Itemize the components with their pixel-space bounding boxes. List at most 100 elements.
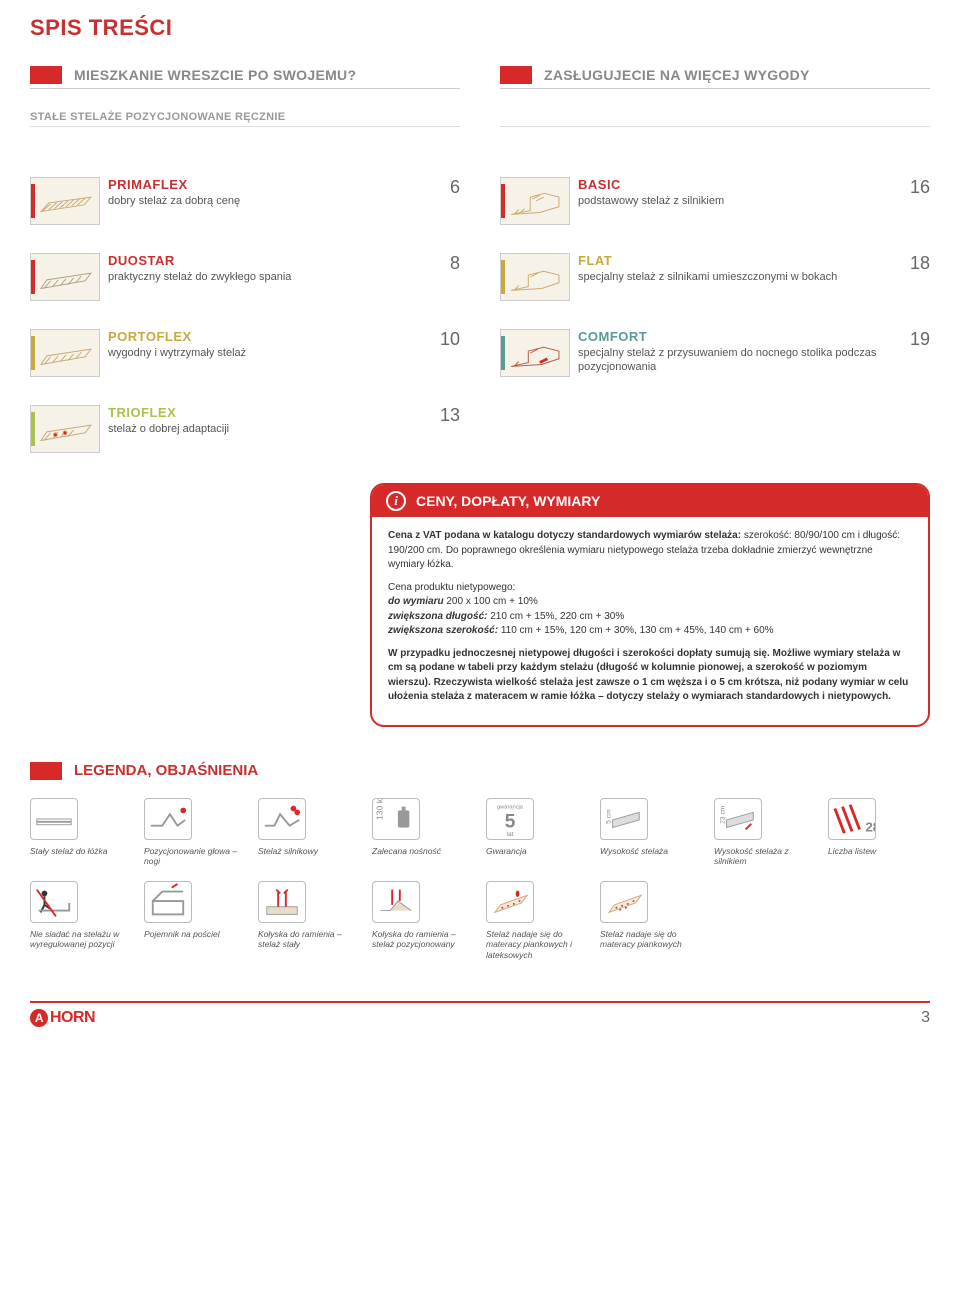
product-trioflex: TRIOFLEX stelaż o dobrej adaptaciji 13 — [30, 405, 460, 453]
info-p2b-em: do wymiaru — [388, 596, 444, 607]
legend-item: Kołyska do ramienia – stelaż pozycjonowa… — [372, 881, 472, 961]
legend-label: Nie siadać na stelażu w wyregulowanej po… — [30, 929, 130, 950]
red-block-icon — [500, 66, 532, 84]
info-p2c-em: zwiększona długość: — [388, 611, 487, 622]
prod-name: BASIC — [578, 177, 900, 192]
slats-icon: 28 — [828, 798, 876, 840]
thumb-trioflex — [30, 405, 100, 453]
product-portoflex: PORTOFLEX wygodny i wytrzymały stelaż 10 — [30, 329, 460, 377]
svg-text:gwarancja: gwarancja — [497, 804, 524, 810]
legend-item: Stelaż nadaje się do materacy piankowych… — [486, 881, 586, 961]
legend-label: Zalecana nośność — [372, 846, 472, 857]
info-icon: i — [386, 491, 406, 511]
prod-desc: specjalny stelaż z przysuwaniem do nocne… — [578, 346, 900, 375]
legend-item: 5 cm Wysokość stelaża — [600, 798, 700, 867]
legend-item: Pozycjonowanie głowa – nogi — [144, 798, 244, 867]
subsection-left: STAŁE STELAŻE POZYCJONOWANE RĘCZNIE — [30, 111, 285, 123]
legend-label: Liczba listew — [828, 846, 928, 857]
info-box: i CENY, DOPŁATY, WYMIARY Cena z VAT poda… — [370, 483, 930, 727]
legend-label: Stelaż silnikowy — [258, 846, 358, 857]
legend-item: 130 kg Zalecana nośność — [372, 798, 472, 867]
legend-item: Kołyska do ramienia – stelaż stały — [258, 881, 358, 961]
legend-item: Stały stelaż do łóżka — [30, 798, 130, 867]
legend-label: Pozycjonowanie głowa – nogi — [144, 846, 244, 867]
motor-icon — [258, 798, 306, 840]
legend-item: Nie siadać na stelażu w wyregulowanej po… — [30, 881, 130, 961]
prod-name: PRIMAFLEX — [108, 177, 440, 192]
product-comfort: COMFORT specjalny stelaż z przysuwaniem … — [500, 329, 930, 377]
info-p3: W przypadku jednoczesnej nietypowej dług… — [388, 648, 908, 703]
thumb-duostar — [30, 253, 100, 301]
legend-item: Stelaż nadaje się do materacy piankowych — [600, 881, 700, 961]
legend-label: Stały stelaż do łóżka — [30, 846, 130, 857]
logo: AHORN — [30, 1009, 95, 1027]
info-p2d-em: zwiększona szerokość: — [388, 625, 498, 636]
thumb-basic — [500, 177, 570, 225]
info-p2b-rest: 200 x 100 cm + 10% — [444, 596, 538, 607]
info-p1-lead: Cena z VAT podana w katalogu dotyczy sta… — [388, 530, 741, 541]
foam-icon — [600, 881, 648, 923]
prod-desc: specjalny stelaż z silnikami umieszczony… — [578, 270, 900, 284]
prod-desc: stelaż o dobrej adaptaciji — [108, 422, 430, 436]
prod-name: FLAT — [578, 253, 900, 268]
thumb-portoflex — [30, 329, 100, 377]
prod-page: 10 — [430, 329, 460, 360]
warranty-icon: gwarancja5lat — [486, 798, 534, 840]
prod-page: 19 — [900, 329, 930, 375]
footer: AHORN 3 — [30, 1001, 930, 1027]
foam-latex-icon — [486, 881, 534, 923]
info-p2d-rest: 110 cm + 15%, 120 cm + 30%, 130 cm + 45%… — [498, 625, 774, 636]
cradle-fixed-icon — [258, 881, 306, 923]
red-block-icon — [30, 762, 62, 780]
prod-desc: wygodny i wytrzymały stelaż — [108, 346, 430, 360]
legend-grid: Stały stelaż do łóżka Pozycjonowanie gło… — [30, 798, 930, 961]
prod-page: 16 — [900, 177, 930, 208]
svg-text:lat: lat — [506, 831, 513, 838]
legend-label: Stelaż nadaje się do materacy piankowych… — [486, 929, 586, 961]
prod-page: 8 — [440, 253, 460, 284]
prod-name: COMFORT — [578, 329, 900, 344]
prod-name: PORTOFLEX — [108, 329, 430, 344]
thumb-comfort — [500, 329, 570, 377]
prod-desc: dobry stelaż za dobrą cenę — [108, 194, 440, 208]
product-basic: BASIC podstawowy stelaż z silnikiem 16 — [500, 177, 930, 225]
product-flat: FLAT specjalny stelaż z silnikami umiesz… — [500, 253, 930, 301]
legend-label: Stelaż nadaje się do materacy piankowych — [600, 929, 700, 950]
flat-frame-icon — [30, 798, 78, 840]
storage-icon — [144, 881, 192, 923]
info-title: CENY, DOPŁATY, WYMIARY — [416, 493, 600, 509]
legend-label: Gwarancja — [486, 846, 586, 857]
section-headers: MIESZKANIE WRESZCIE PO SWOJEMU? STAŁE ST… — [30, 66, 930, 147]
legend-item: Stelaż silnikowy — [258, 798, 358, 867]
legend-label: Kołyska do ramienia – stelaż stały — [258, 929, 358, 950]
info-p2c-rest: 210 cm + 15%, 220 cm + 30% — [487, 611, 624, 622]
svg-text:28: 28 — [865, 819, 875, 834]
height-motor-icon: 23 cm — [714, 798, 762, 840]
cradle-adj-icon — [372, 881, 420, 923]
red-block-icon — [30, 66, 62, 84]
legend-label: Wysokość stelaża — [600, 846, 700, 857]
prod-page: 13 — [430, 405, 460, 436]
legend-label: Pojemnik na pościel — [144, 929, 244, 940]
adjust-icon — [144, 798, 192, 840]
no-sit-icon — [30, 881, 78, 923]
legend-item: 23 cm Wysokość stelaża z silnikiem — [714, 798, 814, 867]
legend-header: LEGENDA, OBJAŚNIENIA — [30, 762, 930, 780]
thumb-flat — [500, 253, 570, 301]
section-left-title: MIESZKANIE WRESZCIE PO SWOJEMU? — [74, 67, 356, 83]
svg-text:23 cm: 23 cm — [720, 805, 727, 824]
svg-text:130 kg: 130 kg — [375, 799, 385, 820]
page-title: SPIS TREŚCI — [30, 0, 930, 66]
prod-page: 6 — [440, 177, 460, 208]
legend-item: gwarancja5lat Gwarancja — [486, 798, 586, 867]
weight-icon: 130 kg — [372, 798, 420, 840]
legend-label: Kołyska do ramienia – stelaż pozycjonowa… — [372, 929, 472, 950]
prod-name: DUOSTAR — [108, 253, 440, 268]
product-duostar: DUOSTAR praktyczny stelaż do zwykłego sp… — [30, 253, 460, 301]
section-right-title: ZASŁUGUJECIE NA WIĘCEJ WYGODY — [544, 67, 810, 83]
legend-item: Pojemnik na pościel — [144, 881, 244, 961]
prod-page: 18 — [900, 253, 930, 284]
svg-text:5: 5 — [505, 811, 516, 832]
page-number: 3 — [921, 1009, 930, 1027]
svg-text:5 cm: 5 cm — [606, 808, 613, 823]
